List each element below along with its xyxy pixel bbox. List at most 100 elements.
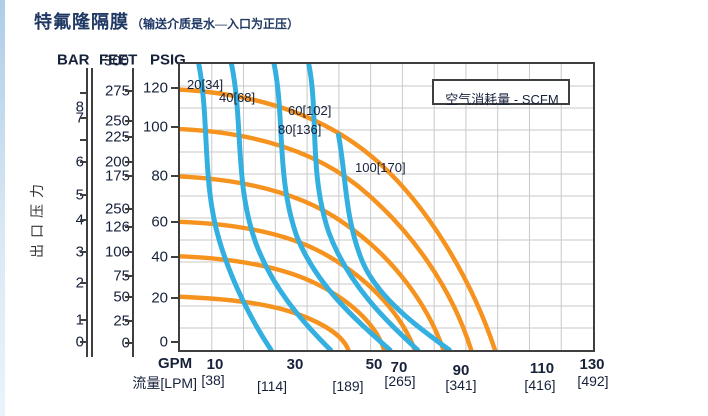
feet-tick-mark <box>125 275 132 277</box>
psig-tick-mark <box>171 221 178 223</box>
psig-tick-mark <box>171 256 178 258</box>
bar-tick-label: 5 <box>76 187 84 204</box>
x-tick-gpm: 90 <box>452 362 470 379</box>
y-axis-caption: 出口压力 <box>29 178 45 258</box>
bar-axis-line <box>86 68 88 357</box>
x-tick-gpm: 30 <box>286 356 304 373</box>
air-80-label: 80[136] <box>278 122 322 137</box>
bar-tick-mark <box>80 161 87 163</box>
bar-tick-label: 4 <box>76 212 84 229</box>
x-tick-lpm: [492] <box>577 373 609 389</box>
bar-tick-label: 2 <box>76 275 84 292</box>
x-tick-gpm: 110 <box>529 360 555 377</box>
feet-tick-mark <box>125 175 132 177</box>
feet-tick-mark <box>125 90 132 92</box>
bar-scale-header: BAR <box>57 51 90 69</box>
feet-tick-label: 75 <box>113 267 130 285</box>
feet-tick-mark <box>125 208 132 210</box>
air-100-label: 100[170] <box>355 160 406 175</box>
psig-tick-label: 80 <box>151 167 168 185</box>
page-title: 特氟隆隔膜 <box>34 12 129 32</box>
bar-tick-label: 0 <box>76 334 84 351</box>
bar-tick-mark <box>80 194 87 196</box>
x-tick-lpm: [265] <box>384 373 416 389</box>
curves-canvas <box>180 64 593 350</box>
feet-tick-label: 100 <box>104 243 130 261</box>
psig-tick-label: 0 <box>159 333 168 351</box>
bar-tick-mark <box>80 282 87 284</box>
feet-tick-mark <box>125 342 132 344</box>
air-20-label: 20[34] <box>187 77 224 92</box>
feet-scale-top-value: 300 <box>104 52 130 70</box>
x-tick-lpm: [189] <box>332 378 364 394</box>
bar-tick-label: 8 <box>75 98 84 116</box>
feet-tick-label: 250 <box>104 112 130 130</box>
feet-tick-mark <box>125 296 132 298</box>
feet-tick-mark <box>125 161 132 163</box>
x-axis-gpm-title: GPM <box>158 355 193 372</box>
air-80-curve <box>306 64 421 350</box>
bar-tick-mark <box>80 341 87 343</box>
pressure-100-curve <box>180 126 474 350</box>
feet-axis-right-line <box>132 68 134 357</box>
feet-tick-label: 250 <box>104 200 130 218</box>
x-tick-lpm: [114] <box>256 378 288 394</box>
feet-tick-mark <box>125 120 132 122</box>
feet-tick-mark <box>125 136 132 138</box>
psig-tick-mark <box>171 126 178 128</box>
bar-tick-mark <box>80 139 87 141</box>
pressure-60-curve <box>180 219 417 350</box>
air-60-label: 60[102] <box>288 103 332 118</box>
x-tick-gpm: 70 <box>390 359 408 376</box>
air-100-curve <box>335 132 452 350</box>
title-row: 特氟隆隔膜 （输送介质是水—入口为正压） <box>34 8 299 34</box>
bar-tick-label: 3 <box>76 244 84 261</box>
feet-tick-label: 50 <box>113 288 130 306</box>
feet-axis-left-line <box>91 68 93 357</box>
air-40-label: 40[68] <box>219 90 256 105</box>
feet-tick-mark <box>125 251 132 253</box>
x-tick-lpm: [38] <box>201 372 225 388</box>
legend-box <box>432 79 570 105</box>
feet-tick-label: 275 <box>104 82 130 100</box>
page-subtitle: （输送介质是水—入口为正压） <box>131 17 300 31</box>
x-tick-gpm: 130 <box>579 356 605 373</box>
x-tick-gpm: 50 <box>365 356 383 373</box>
feet-tick-label: 200 <box>104 153 130 171</box>
psig-tick-mark <box>171 341 178 343</box>
bar-tick-label: 7 <box>76 110 84 127</box>
feet-scale-header: FEET <box>99 51 138 69</box>
psig-tick-mark <box>171 87 178 89</box>
psig-tick-label: 20 <box>151 289 168 307</box>
bar-tick-label: 1 <box>76 312 84 329</box>
pressure-120-curve <box>180 87 498 350</box>
psig-tick-mark <box>171 175 178 177</box>
feet-tick-mark <box>125 226 132 228</box>
psig-scale-header: PSIG <box>150 51 186 69</box>
pressure-40-curve <box>180 254 387 350</box>
feet-tick-label: 225 <box>104 128 130 146</box>
bar-tick-mark <box>80 117 87 119</box>
window-edge-strip <box>0 0 5 416</box>
plot-area: 20[34] 40[68] 60[102] 80[136] 100[170] <box>178 62 595 352</box>
bar-tick-mark <box>80 251 87 253</box>
x-axis-lpm-title: 流量[LPM] <box>132 375 197 391</box>
x-tick-lpm: [416] <box>524 377 556 393</box>
pressure-80-curve <box>180 174 446 350</box>
legend-label: 空气消耗量 - SCFM <box>445 92 559 107</box>
air-60-curve <box>271 64 393 350</box>
bar-tick-mark <box>80 319 87 321</box>
bar-tick-label: 6 <box>76 154 84 171</box>
bar-tick-mark <box>80 92 87 94</box>
air-20-curve <box>196 64 274 350</box>
psig-tick-label: 40 <box>151 248 168 266</box>
x-tick-gpm: 10 <box>206 356 224 373</box>
feet-tick-label: 175 <box>104 167 130 185</box>
air-40-curve <box>229 64 334 350</box>
feet-tick-label: 25 <box>113 312 130 330</box>
psig-tick-label: 100 <box>142 118 168 136</box>
feet-tick-label: 126 <box>104 218 130 236</box>
psig-tick-label: 120 <box>142 79 168 97</box>
psig-tick-label: 60 <box>151 213 168 231</box>
